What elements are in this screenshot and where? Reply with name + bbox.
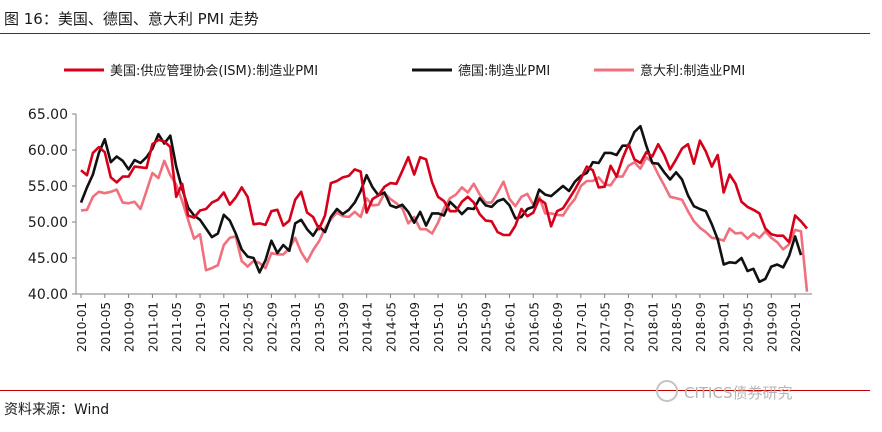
y-tick-label: 60.00 xyxy=(28,143,68,159)
legend-label-it: 意大利:制造业PMI xyxy=(640,63,745,79)
x-tick-label: 2014-05 xyxy=(384,302,398,352)
x-tick-label: 2016-01 xyxy=(503,302,517,352)
x-tick-label: 2017-05 xyxy=(599,302,613,352)
source-note: 资料来源：Wind xyxy=(4,402,110,418)
x-axis: 2010-01 2010-05 2010-09 2011-01 2011-05 2011-… xyxy=(75,293,812,352)
series-line-germany xyxy=(79,124,803,284)
y-tick-label: 65.00 xyxy=(28,107,68,123)
series-line-italy xyxy=(80,155,809,292)
x-tick-label: 2020-01 xyxy=(789,302,803,352)
legend-label-de: 德国:制造业PMI xyxy=(458,64,550,79)
watermark: CITICS债券研究 xyxy=(656,380,792,403)
y-axis: 40.00 45.00 50.00 55.00 60.00 65.00 xyxy=(28,107,77,303)
x-tick-label: 2014-09 xyxy=(408,302,422,352)
series-line-us-ism xyxy=(80,138,808,244)
x-tick-label: 2012-09 xyxy=(265,302,279,352)
x-tick-label: 2015-01 xyxy=(432,302,446,352)
x-tick-label: 2012-01 xyxy=(218,302,232,352)
x-tick-label: 2017-01 xyxy=(575,302,589,352)
pmi-line-chart: 美国:供应管理协会(ISM):制造业PMI 德国:制造业PMI 意大利:制造业P… xyxy=(28,63,812,352)
x-tick-label: 2019-09 xyxy=(765,302,779,352)
y-tick-label: 50.00 xyxy=(28,215,68,231)
wechat-icon xyxy=(656,380,678,402)
x-tick-label: 2018-05 xyxy=(670,302,684,352)
x-tick-label: 2011-09 xyxy=(194,302,208,352)
x-tick-label: 2019-05 xyxy=(741,302,755,352)
x-tick-label: 2016-05 xyxy=(527,302,541,352)
footer-divider xyxy=(0,390,870,391)
x-tick-label: 2017-09 xyxy=(622,302,636,352)
x-tick-label: 2015-05 xyxy=(456,302,470,352)
x-tick-label: 2016-09 xyxy=(551,302,565,352)
x-tick-label: 2013-09 xyxy=(337,302,351,352)
x-tick-label: 2011-05 xyxy=(170,302,184,352)
x-tick-label: 2010-01 xyxy=(75,302,89,352)
y-tick-label: 40.00 xyxy=(28,287,68,303)
x-tick-label: 2013-05 xyxy=(313,302,327,352)
chart-legend: 美国:供应管理协会(ISM):制造业PMI 德国:制造业PMI 意大利:制造业P… xyxy=(64,63,745,79)
x-tick-label: 2012-05 xyxy=(242,302,256,352)
x-tick-label: 2010-09 xyxy=(123,302,137,352)
x-tick-label: 2019-01 xyxy=(718,302,732,352)
watermark-text: CITICS债券研究 xyxy=(684,384,793,402)
y-tick-label: 55.00 xyxy=(28,179,68,195)
figure-title: 图 16：美国、德国、意大利 PMI 走势 xyxy=(4,10,259,28)
x-tick-label: 2018-01 xyxy=(646,302,660,352)
x-tick-label: 2015-09 xyxy=(480,302,494,352)
x-tick-label: 2010-05 xyxy=(99,302,113,352)
x-tick-label: 2013-01 xyxy=(289,302,303,352)
legend-label-us: 美国:供应管理协会(ISM):制造业PMI xyxy=(110,63,318,79)
series-lines xyxy=(79,124,809,292)
title-divider xyxy=(0,33,870,34)
x-tick-label: 2011-01 xyxy=(146,302,160,352)
y-tick-label: 45.00 xyxy=(28,251,68,267)
x-tick-label: 2014-01 xyxy=(361,302,375,352)
x-tick-label: 2018-09 xyxy=(694,302,708,352)
